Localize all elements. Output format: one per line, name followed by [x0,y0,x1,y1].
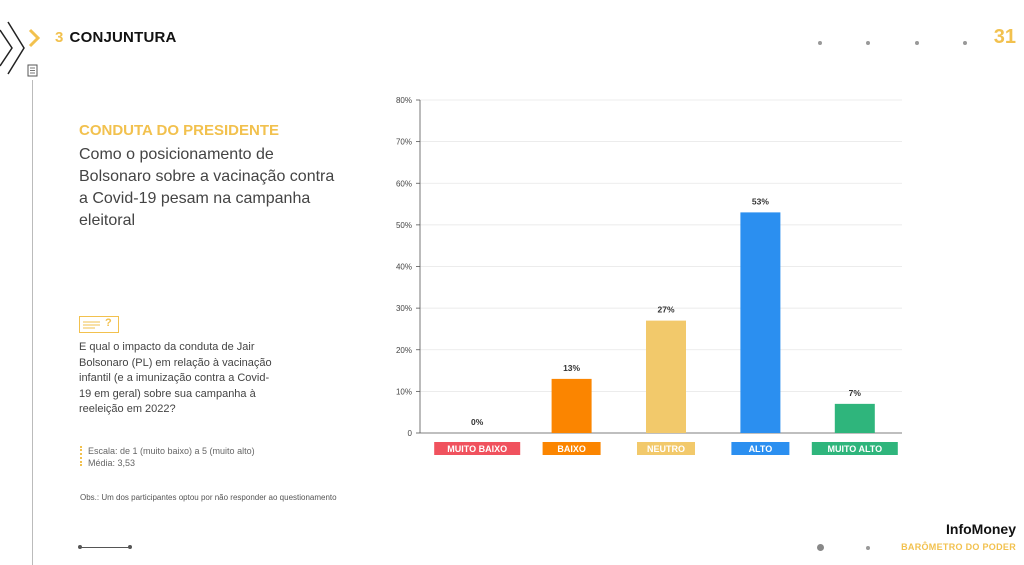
footer-dot [866,546,870,550]
category-label: MUITO BAIXO [447,444,507,454]
bar-value-label: 53% [752,196,769,206]
category-label: NEUTRO [647,444,685,454]
bar-value-label: 0% [471,417,484,427]
nav-chevrons [0,21,41,75]
section-name: CONJUNTURA [69,29,177,46]
header-dot [818,41,822,45]
bar [740,212,781,433]
brand-subtitle: BARÔMETRO DO PODER [901,542,1016,552]
header-dot [915,41,919,45]
header-dot [963,41,967,45]
footer-dot-active [817,544,824,551]
y-tick-label: 60% [396,179,412,188]
question-mark-icon: ? [105,317,112,329]
category-pill [731,442,790,455]
bar [834,403,875,433]
y-tick-label: 0 [408,429,413,438]
observation-note: Obs.: Um dos participantes optou por não… [80,493,337,502]
y-tick-label: 30% [396,304,412,313]
category-pill [542,442,601,455]
scale-range: Escala: de 1 (muito baixo) a 5 (muito al… [88,446,255,456]
section-number: 3 [55,29,64,46]
y-tick-label: 70% [396,138,412,147]
category-label: BAIXO [557,444,586,454]
category-label: MUITO ALTO [827,444,882,454]
question-badge: ? [79,316,119,333]
document-icon[interactable] [27,64,38,77]
y-tick-label: 20% [396,346,412,355]
bar-chart: 0 10% 20% 30% 40% 50% 60% 70% 80% 0% MUITO BAIXO 13… [396,96,902,455]
y-tick-label: 50% [396,221,412,230]
scale-info: Escala: de 1 (muito baixo) a 5 (muito al… [88,445,255,469]
chevron-outline-icon [7,21,25,75]
header-dot [866,41,870,45]
footer-rule-dot [78,545,82,549]
chevron-left-outline-icon [0,29,13,67]
text-lines-icon [83,321,100,329]
footer-rule-dot [128,545,132,549]
bar [646,320,686,433]
y-tick-label: 40% [396,263,412,272]
category-pill [637,442,695,455]
question-text: Como o posicionamento de Bolsonaro sobre… [79,146,335,229]
bar [551,378,592,433]
question-heading: CONDUTA DO PRESIDENTE [79,122,280,139]
scale-mean: Média: 3,53 [88,458,136,468]
side-divider [32,80,33,565]
bar-value-label: 7% [849,388,862,398]
category-pill [434,442,521,455]
bar-value-label: 27% [657,305,674,315]
footer-rule [80,547,130,548]
chevron-right-accent-icon [28,28,41,48]
category-pill [811,442,898,455]
brand-logo: InfoMoney [946,521,1016,537]
category-label: ALTO [749,444,773,454]
y-tick-label: 10% [396,387,412,396]
y-tick-label: 80% [396,96,412,105]
question-detail: E qual o impacto da conduta de Jair Bols… [79,341,272,415]
page-number: 31 [993,26,1016,48]
section-title: 3 CONJUNTURA [55,29,177,46]
bar-value-label: 13% [563,363,580,373]
scale-marker [80,446,84,466]
